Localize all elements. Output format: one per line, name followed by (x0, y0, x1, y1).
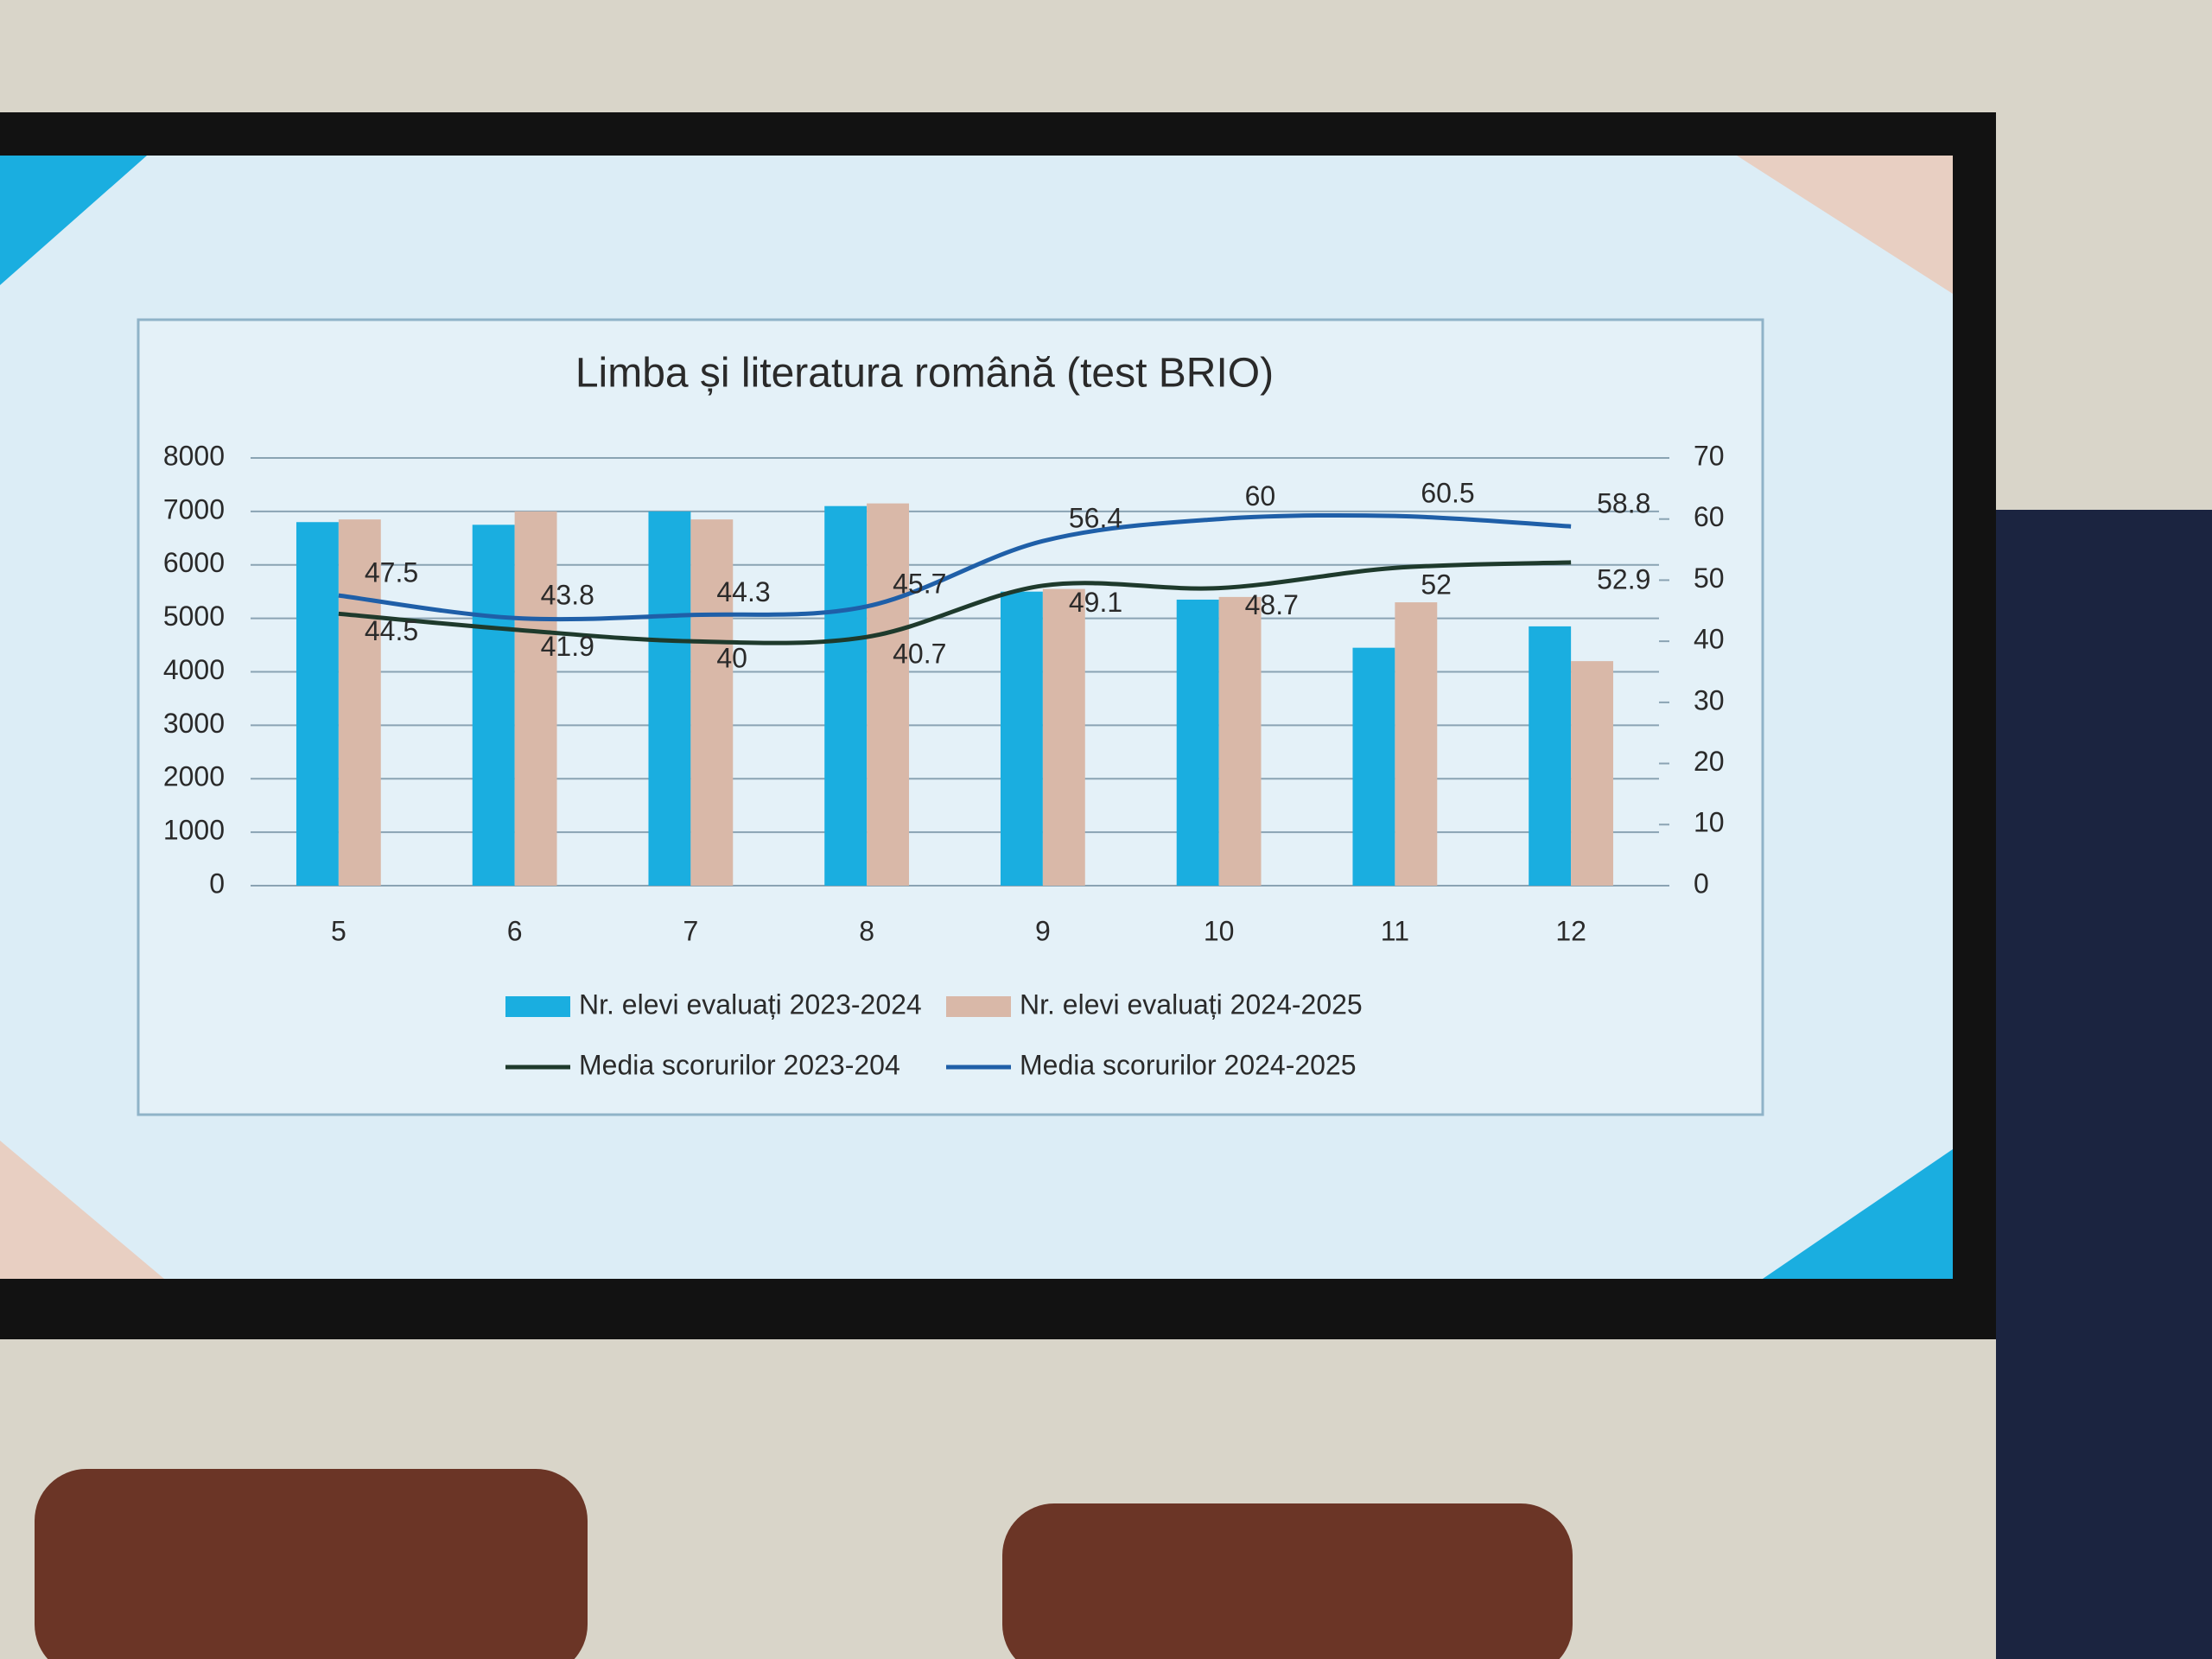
data-label: 47.5 (365, 557, 418, 588)
bar (1395, 602, 1438, 886)
slide-corner (1763, 1149, 1953, 1279)
bar (1571, 661, 1614, 886)
chart-title: Limba și literatura română (test BRIO) (575, 351, 1274, 397)
data-label: 60.5 (1421, 478, 1474, 509)
data-label: 60 (1245, 480, 1276, 512)
data-label: 40.7 (893, 639, 946, 670)
data-label: 52.9 (1597, 563, 1650, 594)
y2-tick-label: 10 (1694, 807, 1725, 838)
y2-tick-label: 50 (1694, 563, 1725, 594)
y2-tick-label: 30 (1694, 684, 1725, 715)
x-tick-label: 6 (507, 915, 523, 946)
x-tick-label: 9 (1035, 915, 1051, 946)
line (338, 512, 1572, 622)
legend-label: Nr. elevi evaluați 2024-2025 (1020, 988, 1363, 1020)
data-label: 44.5 (365, 615, 418, 646)
slide-corner (0, 156, 147, 285)
banner (1996, 510, 2212, 1659)
bar (1218, 596, 1262, 886)
y2-tick-label: 60 (1694, 501, 1725, 532)
y2-tick-label: 70 (1694, 440, 1725, 471)
x-tick-label: 7 (683, 915, 698, 946)
data-label: 43.8 (541, 580, 594, 611)
y-tick-label: 7000 (163, 493, 225, 524)
data-label: 56.4 (1069, 503, 1122, 534)
legend-label: Media scorurilor 2023-204 (579, 1049, 900, 1080)
x-tick-label: 10 (1204, 915, 1235, 946)
bar (1042, 588, 1085, 886)
data-label: 40 (716, 643, 747, 674)
data-label: 48.7 (1245, 589, 1299, 620)
y2-tick-label: 0 (1694, 868, 1709, 899)
x-tick-label: 8 (859, 915, 874, 946)
y-tick-label: 5000 (163, 601, 225, 632)
line (338, 560, 1572, 645)
data-label: 45.7 (893, 568, 946, 599)
data-label: 52 (1421, 569, 1452, 601)
chair (1002, 1503, 1573, 1659)
x-tick-label: 11 (1381, 915, 1409, 946)
bar (296, 522, 339, 886)
bar (338, 519, 381, 886)
data-label: 41.9 (541, 631, 594, 662)
x-tick-label: 12 (1555, 915, 1586, 946)
bar (1176, 599, 1219, 886)
bar (867, 503, 910, 886)
y2-tick-label: 20 (1694, 746, 1725, 777)
y-tick-label: 8000 (163, 440, 225, 471)
chair (35, 1469, 588, 1659)
data-label: 44.3 (716, 576, 770, 607)
bar (472, 524, 515, 886)
plot: 0 1000 2000 3000 4000 5000 6000 7000 8000 0 10 20 30… (163, 440, 1725, 1080)
chart-frame (137, 318, 1764, 1116)
bar (1000, 591, 1043, 886)
data-label: 49.1 (1069, 587, 1122, 618)
y-tick-label: 1000 (163, 815, 225, 846)
y-tick-label: 6000 (163, 547, 225, 578)
x-tick-label: 5 (331, 915, 346, 946)
legend-label: Media scorurilor 2024-2025 (1020, 1049, 1357, 1080)
bar (690, 519, 734, 886)
slide-corner (0, 1141, 164, 1279)
y2-tick-label: 40 (1694, 624, 1725, 655)
bar (1352, 647, 1395, 886)
bar (648, 511, 691, 886)
y-tick-label: 3000 (163, 708, 225, 739)
y-tick-label: 4000 (163, 654, 225, 685)
y-tick-label: 2000 (163, 761, 225, 792)
bar (824, 505, 868, 886)
bar (1529, 626, 1572, 886)
y-tick-label: 0 (209, 868, 225, 899)
legend-swatch (505, 996, 570, 1017)
slide-corner (1737, 156, 1953, 294)
data-label: 58.8 (1597, 488, 1650, 519)
bar (514, 511, 557, 886)
legend-swatch (946, 996, 1011, 1017)
legend-label: Nr. elevi evaluați 2023-2024 (579, 988, 922, 1020)
